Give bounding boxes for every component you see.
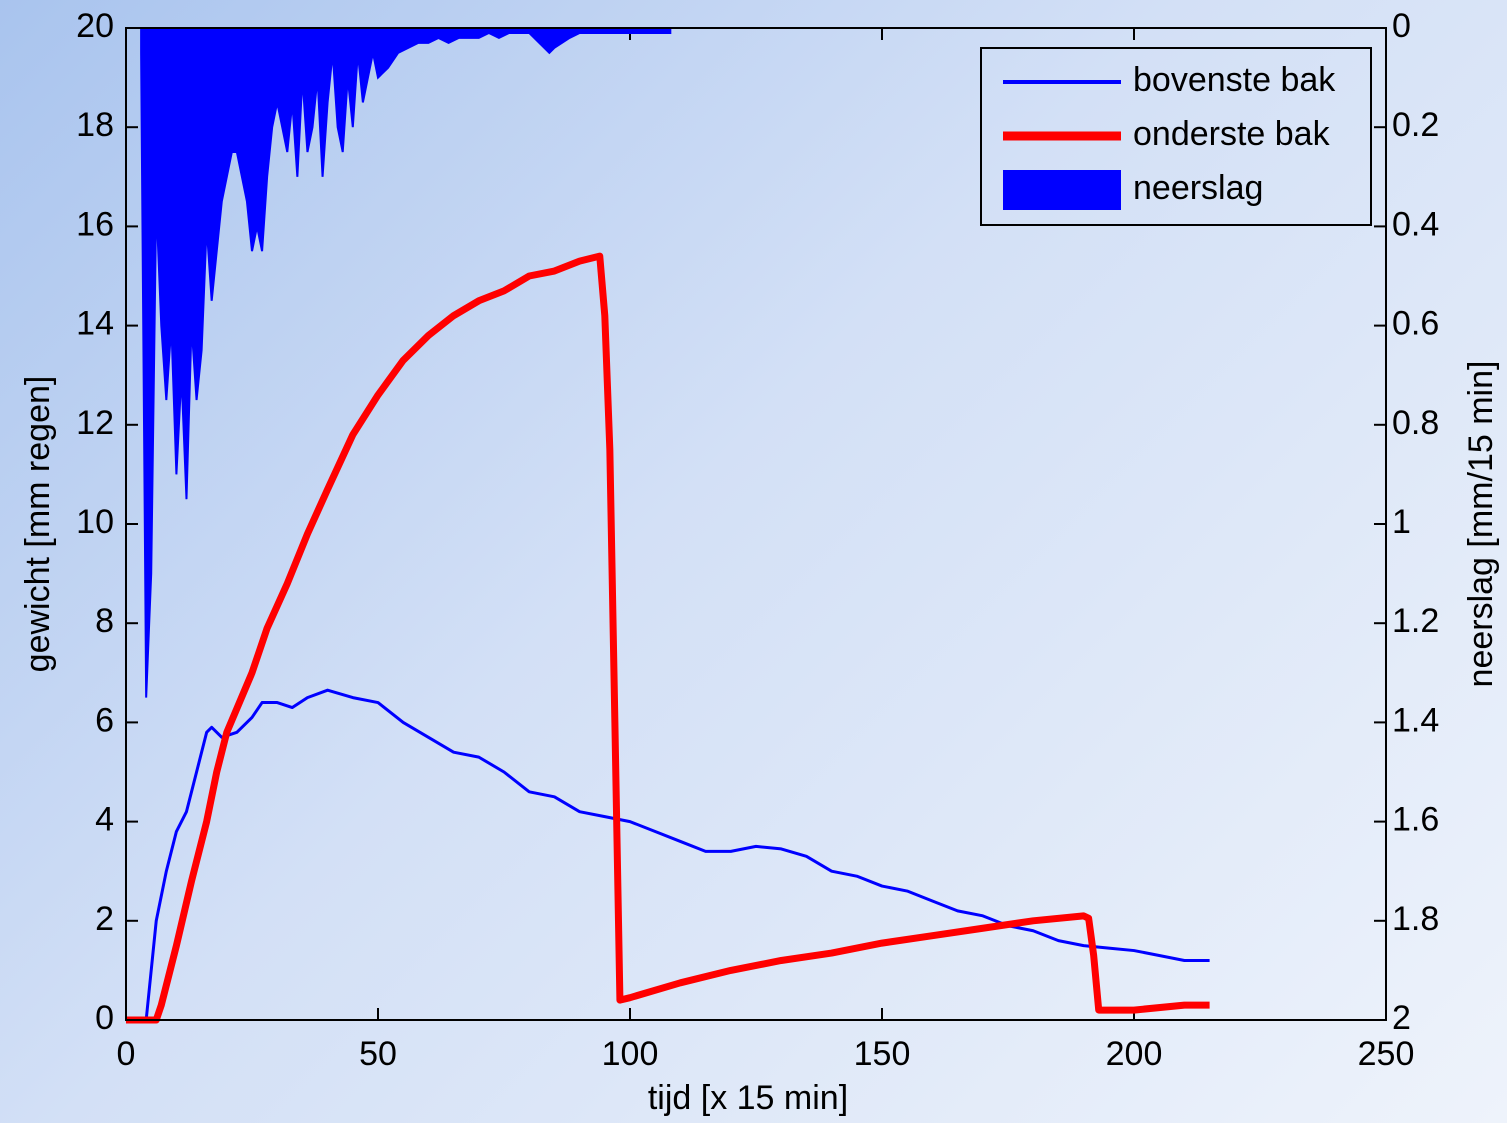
y-tick-label: 18 — [76, 106, 114, 144]
x-axis-label: tijd [x 15 min] — [648, 1079, 848, 1117]
y2-tick-label: 0 — [1392, 7, 1411, 45]
line — [126, 252, 1210, 1024]
y2-tick-label: 1 — [1392, 503, 1411, 541]
y-tick-label: 16 — [76, 205, 114, 243]
x-tick-label: 0 — [117, 1035, 136, 1073]
line — [126, 688, 1210, 1022]
y-tick-label: 6 — [95, 701, 114, 739]
y-tick-label: 14 — [76, 305, 114, 343]
x-tick-label: 100 — [602, 1035, 659, 1073]
legend-label: neerslag — [1133, 169, 1263, 207]
legend-box — [980, 47, 1372, 226]
plot-frame — [125, 27, 1387, 1021]
y-axis-label: gewicht [mm regen] — [19, 376, 57, 673]
precipitation-area — [140, 27, 672, 698]
y-tick-label: 12 — [76, 404, 114, 442]
legend-label: bovenste bak — [1133, 61, 1336, 99]
y-tick-label: 2 — [95, 900, 114, 938]
y2-axis-label: neerslag [mm/15 min] — [1462, 361, 1500, 688]
y2-tick-label: 0.6 — [1392, 305, 1439, 343]
y2-tick-label: 0.8 — [1392, 404, 1439, 442]
x-tick-label: 50 — [359, 1035, 397, 1073]
y2-tick-label: 1.4 — [1392, 701, 1439, 739]
x-tick-label: 250 — [1358, 1035, 1415, 1073]
legend-label: onderste bak — [1133, 115, 1331, 153]
y2-tick-label: 1.6 — [1392, 801, 1439, 839]
y-tick-label: 0 — [95, 999, 114, 1037]
y-tick-label: 8 — [95, 602, 114, 640]
y2-tick-label: 1.2 — [1392, 602, 1439, 640]
y2-tick-label: 0.4 — [1392, 205, 1439, 243]
y2-tick-label: 2 — [1392, 999, 1411, 1037]
legend-swatch — [1003, 170, 1121, 210]
y2-tick-label: 1.8 — [1392, 900, 1439, 938]
y-tick-label: 20 — [76, 7, 114, 45]
y-tick-label: 10 — [76, 503, 114, 541]
y2-tick-label: 0.2 — [1392, 106, 1439, 144]
x-tick-label: 150 — [854, 1035, 911, 1073]
x-tick-label: 200 — [1106, 1035, 1163, 1073]
y-tick-label: 4 — [95, 801, 114, 839]
